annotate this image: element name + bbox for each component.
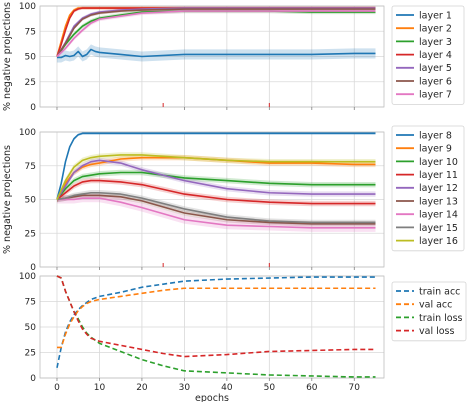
series-band: [56, 192, 376, 227]
legend-label: train loss: [419, 313, 463, 324]
legend: layer 1 layer 2 layer 3 layer 4 layer 5 layer…: [391, 5, 465, 105]
y-tick-label: 50: [25, 196, 37, 206]
legend: layer 8 layer 9 layer 10 layer 11 layer 12 la…: [391, 125, 465, 252]
x-tick-label: 20: [136, 383, 148, 393]
x-tick-label: 10: [94, 383, 106, 393]
legend-label: layer 3: [419, 37, 452, 48]
grid: [40, 275, 384, 379]
x-axis-label: epochs: [195, 393, 229, 402]
y-tick-label: 25: [25, 229, 36, 239]
legend-label: layer 14: [419, 210, 458, 221]
y-tick-label: 100: [19, 128, 36, 138]
series-band: [56, 152, 376, 203]
legend-label: layer 4: [419, 50, 452, 61]
legend-label: train acc: [419, 286, 460, 297]
y-tick-label: 50: [25, 53, 37, 63]
series-line: [56, 197, 376, 229]
y-tick-label: 0: [30, 263, 36, 273]
legend-label: layer 13: [419, 196, 458, 207]
series-line: [56, 10, 376, 58]
plot-frame: [39, 131, 385, 268]
series-band: [56, 9, 376, 59]
series-band: [56, 44, 376, 63]
legend-frame: [391, 5, 465, 105]
y-tick-label: 0: [30, 374, 36, 384]
legend-label: layer 16: [419, 236, 458, 247]
series-band: [56, 169, 376, 203]
series-line: [56, 275, 376, 378]
plot-area: [56, 275, 376, 378]
legend-label: layer 15: [419, 223, 458, 234]
series-band: [56, 194, 376, 232]
series-line: [56, 287, 376, 349]
plot-frame: [39, 5, 385, 108]
legend: train acc val acc train loss val loss: [391, 281, 467, 342]
y-axis-label: % negative projections: [2, 145, 13, 254]
plot-area: [56, 6, 376, 63]
legend-label: layer 10: [419, 157, 458, 168]
legend-label: layer 1: [419, 10, 452, 21]
x-tick-label: 60: [306, 383, 318, 393]
series-band: [56, 177, 376, 207]
series-line: [56, 48, 376, 59]
y-tick-label: 75: [25, 162, 36, 172]
y-tick-label: 100: [19, 2, 36, 12]
y-tick-label: 50: [25, 323, 37, 333]
legend-label: layer 11: [419, 170, 458, 181]
series-line: [56, 171, 376, 200]
legend-label: layer 5: [419, 63, 452, 74]
x-tick-label: 70: [349, 383, 361, 393]
y-tick-label: 75: [25, 27, 36, 37]
series-line: [56, 132, 376, 200]
legend-label: layer 6: [419, 76, 452, 87]
series-line: [56, 179, 376, 205]
series-line: [56, 154, 376, 200]
series-line: [56, 8, 376, 57]
plot-frame: [39, 275, 385, 379]
legend-label: val acc: [419, 300, 452, 311]
x-tick-label: 30: [179, 383, 191, 393]
y-tick-label: 25: [25, 349, 36, 359]
legend-frame: [391, 125, 465, 252]
series-line: [56, 276, 376, 368]
series-line: [56, 194, 376, 225]
y-tick-label: 100: [19, 272, 36, 282]
legend-label: layer 9: [419, 144, 452, 155]
x-tick-label: 0: [54, 383, 60, 393]
series-band: [56, 190, 376, 226]
series-line: [56, 275, 376, 358]
plot-area: [56, 132, 376, 232]
series-line: [56, 159, 376, 200]
y-tick-label: 0: [30, 103, 36, 113]
series-line: [56, 7, 376, 57]
legend-label: layer 7: [419, 90, 452, 101]
legend-label: val loss: [419, 326, 455, 337]
chart-panel-3: 0 25 50 75 100 0 10 20 30 40 50 60 70 epochs train acc…: [19, 272, 467, 402]
legend-label: layer 2: [419, 24, 452, 35]
y-tick-label: 75: [25, 298, 36, 308]
legend-label: layer 8: [419, 130, 452, 141]
y-axis-label: % negative projections: [2, 2, 13, 111]
x-tick-label: 50: [264, 383, 276, 393]
legend-frame: [391, 281, 467, 342]
legend-label: layer 12: [419, 183, 458, 194]
series-line: [56, 10, 376, 57]
series-line: [56, 191, 376, 224]
x-tick-label: 40: [221, 383, 233, 393]
y-tick-label: 25: [25, 78, 36, 88]
